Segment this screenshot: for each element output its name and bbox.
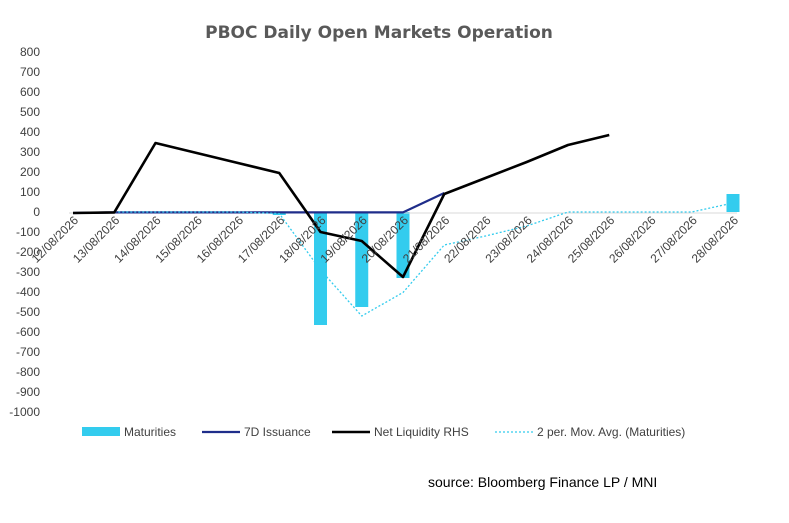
- y-tick-label: -1000: [9, 405, 40, 419]
- line-series: [72, 133, 734, 317]
- y-tick-label: -900: [16, 385, 40, 399]
- y-axis: 800 700 600 500 400 300 200 100 0 -100 -200 -300 -40…: [9, 45, 40, 419]
- legend-label: Maturities: [124, 425, 176, 439]
- y-tick-label: -500: [16, 305, 40, 319]
- source-note: source: Bloomberg Finance LP / MNI: [428, 474, 657, 490]
- issuance-line: [72, 192, 445, 215]
- legend-label: 2 per. Mov. Avg. (Maturities): [537, 425, 685, 439]
- y-tick-label: -400: [16, 285, 40, 299]
- bar-series: [272, 194, 740, 325]
- maturities-bar: [314, 212, 327, 325]
- y-tick-label: 100: [20, 185, 40, 199]
- y-tick-label: 300: [20, 145, 40, 159]
- y-tick-label: -100: [16, 225, 40, 239]
- y-tick-label: 500: [20, 105, 40, 119]
- net-liquidity-line: [72, 133, 610, 279]
- y-tick-label: 600: [20, 85, 40, 99]
- y-tick-label: 200: [20, 165, 40, 179]
- y-tick-label: -200: [16, 245, 40, 259]
- y-tick-label: 800: [20, 45, 40, 59]
- y-tick-label: 0: [33, 205, 40, 219]
- y-tick-label: 400: [20, 125, 40, 139]
- maturities-bar: [355, 212, 369, 307]
- moving-average-line: [114, 202, 734, 317]
- legend-swatch-maturities: [82, 427, 120, 436]
- x-axis: 12/08/202613/08/202614/08/202615/08/2026…: [29, 213, 742, 266]
- y-tick-label: -800: [16, 365, 40, 379]
- y-tick-label: 700: [20, 65, 40, 79]
- y-tick-label: -700: [16, 345, 40, 359]
- legend-label: 7D Issuance: [244, 425, 311, 439]
- y-tick-label: -600: [16, 325, 40, 339]
- legend: Maturities 7D Issuance Net Liquidity RHS 2 …: [82, 425, 685, 439]
- chart-title: PBOC Daily Open Markets Operation: [205, 23, 553, 43]
- maturities-bar: [396, 212, 410, 278]
- y-tick-label: -300: [16, 265, 40, 279]
- legend-label: Net Liquidity RHS: [374, 425, 469, 439]
